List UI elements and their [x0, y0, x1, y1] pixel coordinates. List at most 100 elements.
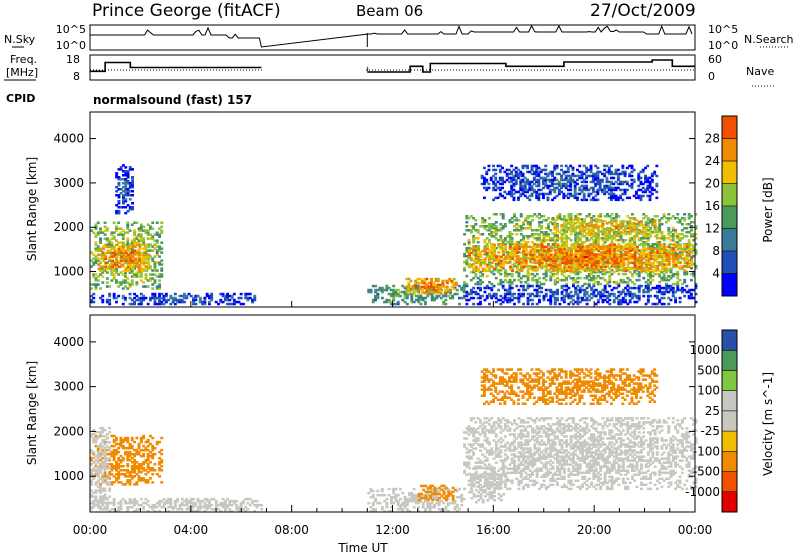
power-cell	[136, 243, 139, 247]
power-cell	[558, 249, 562, 253]
power-cell	[133, 253, 136, 256]
velocity-cell	[115, 461, 118, 464]
power-cell	[128, 292, 132, 296]
power-cell	[573, 186, 577, 190]
power-cell	[194, 294, 198, 298]
power-cell	[490, 286, 494, 290]
power-cell	[631, 245, 635, 249]
power-cell	[554, 245, 558, 249]
power-cell	[105, 261, 109, 264]
power-cell	[162, 296, 166, 300]
power-cell	[549, 245, 553, 249]
power-cell	[99, 227, 102, 230]
power-cell	[555, 164, 559, 168]
power-cell	[551, 182, 554, 186]
power-cell	[487, 182, 491, 186]
power-cell	[542, 192, 545, 196]
power-cell	[685, 259, 689, 263]
velocity-cell	[126, 469, 130, 472]
power-cell	[94, 233, 98, 236]
power-cell	[497, 268, 500, 272]
power-cell	[629, 243, 633, 247]
power-cell	[551, 178, 554, 182]
power-cell	[663, 263, 667, 267]
power-cell	[662, 290, 666, 294]
power-cell	[576, 288, 580, 292]
power-cell	[590, 254, 593, 258]
power-cell	[110, 241, 114, 244]
power-cell	[610, 172, 613, 176]
power-cell	[446, 290, 450, 294]
power-cell	[547, 245, 551, 249]
power-cell	[510, 184, 514, 188]
power-cell	[101, 267, 105, 270]
power-cell	[490, 265, 494, 269]
power-cell	[688, 259, 692, 263]
power-cell	[624, 292, 628, 296]
power-cell	[521, 188, 525, 192]
power-cell	[602, 243, 605, 247]
power-cell	[528, 225, 532, 228]
power-cell	[369, 290, 373, 294]
power-cell	[608, 257, 612, 261]
power-cell	[531, 247, 535, 251]
power-cell	[425, 277, 429, 281]
power-cell	[579, 259, 583, 263]
power-cell	[588, 261, 592, 265]
power-cell	[560, 184, 563, 188]
power-cell	[595, 247, 599, 251]
power-cell	[551, 294, 555, 298]
power-cell	[685, 270, 689, 274]
power-cell	[619, 292, 623, 296]
power-cell	[115, 209, 119, 213]
power-cell	[139, 225, 143, 228]
power-cell	[596, 282, 600, 286]
power-cell	[138, 259, 142, 263]
power-cell	[531, 255, 535, 259]
power-cell	[585, 264, 589, 268]
power-cell	[555, 182, 559, 186]
velocity-cell	[112, 450, 116, 454]
power-cell	[94, 227, 98, 230]
power-cell	[597, 249, 601, 253]
power-cell	[160, 251, 164, 254]
power-cell	[409, 285, 413, 289]
power-cell	[515, 296, 519, 300]
power-cell	[517, 174, 520, 178]
power-cell	[553, 176, 557, 180]
power-cell	[517, 300, 521, 304]
power-cell	[683, 246, 687, 250]
power-cell	[449, 296, 452, 300]
power-cell	[592, 270, 596, 274]
power-cell	[531, 265, 535, 269]
power-cell	[112, 231, 116, 234]
power-cell	[524, 245, 528, 248]
power-cell	[608, 249, 612, 253]
yaxis-tick-label: 1000	[53, 265, 84, 279]
velocity-cell	[128, 473, 132, 476]
power-cell	[586, 251, 589, 255]
power-cell	[571, 168, 575, 172]
nsky-tick-bottom: 10^0	[56, 39, 86, 52]
power-cell	[139, 298, 143, 302]
velocity-cell	[110, 450, 114, 454]
power-cell	[565, 290, 569, 294]
power-cell	[126, 231, 130, 234]
power-cell	[692, 272, 696, 276]
power-cell	[690, 272, 693, 276]
power-cell	[567, 294, 571, 298]
power-cell	[502, 257, 506, 261]
power-cell	[246, 296, 250, 300]
power-cell	[547, 298, 550, 302]
power-cell	[599, 237, 603, 240]
power-cell	[139, 300, 143, 304]
power-cell	[94, 249, 98, 252]
power-cell	[120, 255, 124, 259]
power-cell	[137, 233, 141, 236]
power-cell	[680, 290, 684, 294]
power-cell	[518, 259, 521, 263]
power-cell	[572, 245, 576, 249]
power-cell	[494, 262, 498, 266]
power-cell	[553, 222, 557, 225]
power-cell	[126, 259, 130, 262]
